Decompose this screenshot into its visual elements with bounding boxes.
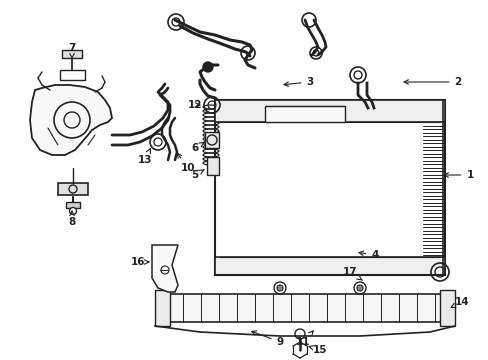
Bar (158, 294, 452, 322)
Bar (215, 100, 444, 275)
Text: 11: 11 (295, 331, 313, 347)
Circle shape (69, 207, 76, 215)
Circle shape (276, 285, 283, 291)
Text: 7: 7 (68, 43, 76, 59)
Text: 13: 13 (138, 149, 152, 165)
Text: 6: 6 (191, 143, 203, 153)
Bar (58, 183, 88, 195)
Text: 2: 2 (403, 77, 461, 87)
Bar (62, 50, 82, 58)
Bar (66, 202, 80, 208)
Text: 16: 16 (130, 257, 148, 267)
Text: 1: 1 (443, 170, 473, 180)
Polygon shape (30, 85, 112, 155)
Text: 15: 15 (308, 345, 326, 355)
Text: 5: 5 (191, 170, 203, 180)
Bar (264, 106, 345, 122)
Text: 9: 9 (251, 331, 283, 347)
Bar (439, 290, 454, 326)
Bar (215, 100, 444, 122)
Bar (215, 257, 444, 275)
Text: 8: 8 (68, 211, 76, 227)
Bar (204, 132, 219, 148)
Text: 4: 4 (358, 250, 378, 260)
Circle shape (356, 285, 362, 291)
Text: 12: 12 (187, 100, 202, 110)
Bar (206, 157, 219, 175)
Text: 17: 17 (342, 267, 362, 280)
Polygon shape (152, 245, 178, 292)
Bar (155, 290, 170, 326)
Text: 10: 10 (177, 153, 195, 173)
Text: 14: 14 (450, 297, 468, 307)
Bar (60, 70, 85, 80)
Circle shape (203, 62, 213, 72)
Text: 3: 3 (284, 77, 313, 87)
